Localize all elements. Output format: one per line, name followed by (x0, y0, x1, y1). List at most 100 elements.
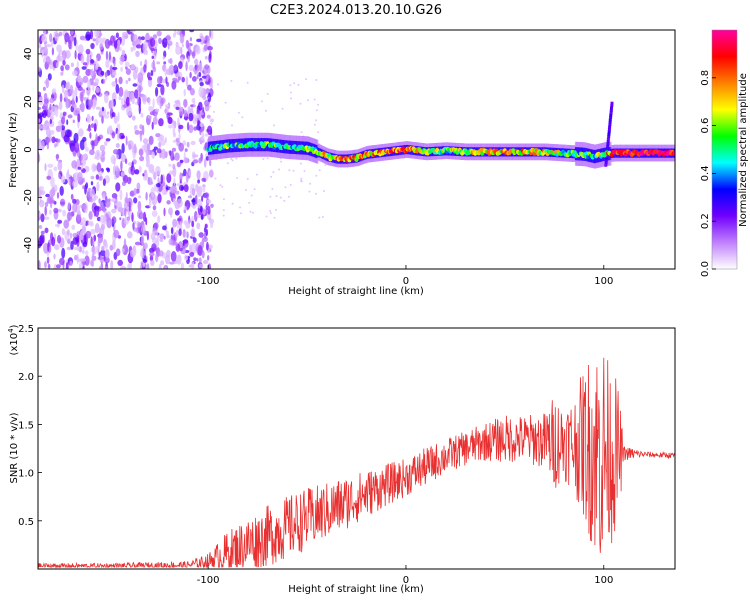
noise-blob (38, 43, 42, 49)
noise-speck (283, 199, 286, 202)
noise-speck (280, 160, 283, 163)
noise-blob (151, 169, 155, 175)
noise-blob (142, 259, 148, 263)
noise-blob (141, 124, 145, 136)
spike-cell (606, 142, 610, 146)
noise-blob (92, 38, 96, 42)
spike-cell (607, 135, 611, 139)
noise-blob (202, 185, 206, 193)
noise-blob (72, 119, 76, 124)
noise-blob (118, 76, 123, 85)
noise-blob (108, 198, 111, 202)
noise-blob (182, 230, 188, 238)
noise-blob (72, 180, 78, 188)
noise-blob (90, 68, 94, 77)
colorbar-frame (711, 29, 738, 270)
noise-blob (194, 58, 199, 66)
noise-blob (164, 190, 168, 195)
noise-blob (113, 60, 116, 67)
noise-blob (47, 263, 51, 269)
noise-blob (172, 197, 176, 205)
x-tick-label: -100 (197, 276, 220, 287)
noise-blob (117, 201, 123, 212)
noise-blob (118, 86, 124, 98)
noise-blob (199, 82, 204, 87)
colorbar: 0.0 0.2 0.4 0.6 0.8 Normalized spectral ampl… (700, 29, 749, 277)
noise-blob (63, 134, 70, 143)
noise-blob (113, 40, 118, 49)
noise-blob (82, 88, 85, 94)
noise-blob (152, 205, 157, 211)
noise-speck (246, 177, 249, 180)
noise-blob (158, 263, 162, 269)
noise-blob (69, 232, 73, 239)
noise-blob (96, 162, 102, 173)
noise-speck (269, 209, 272, 212)
noise-blob (193, 257, 197, 262)
noise-blob (183, 98, 188, 108)
noise-blob (120, 66, 123, 72)
y-tick-label: 1.0 (18, 469, 34, 480)
spike-cell (605, 154, 609, 158)
noise-blob (55, 223, 60, 227)
noise-blob (47, 242, 50, 252)
noise-blob (162, 56, 165, 60)
noise-blob (104, 114, 110, 119)
noise-blob (77, 166, 82, 170)
noise-blob (203, 227, 207, 233)
noise-blob (125, 96, 130, 107)
noise-speck (300, 179, 303, 182)
noise-blob (80, 165, 84, 170)
noise-blob (103, 93, 109, 104)
x-tick-label: 100 (594, 276, 613, 287)
noise-blob (163, 61, 167, 65)
noise-blob (58, 31, 63, 37)
noise-blob (74, 86, 78, 98)
noise-blob (60, 65, 64, 72)
noise-blob (129, 30, 136, 33)
noise-blob (57, 138, 61, 143)
noise-blob (204, 64, 210, 70)
noise-blob (136, 39, 142, 45)
noise-blob (196, 38, 202, 43)
noise-blob (206, 114, 211, 119)
noise-blob (139, 212, 144, 220)
noise-blob (160, 260, 165, 266)
noise-blob (197, 186, 202, 197)
noise-blob (196, 74, 199, 80)
noise-blob (94, 30, 100, 38)
spectrogram-x-axis-label: Height of straight line (km) (288, 286, 424, 297)
noise-blob (172, 163, 176, 170)
noise-blob (44, 261, 47, 269)
noise-blob (174, 79, 180, 83)
noise-blob (170, 251, 177, 262)
noise-blob (51, 88, 57, 94)
noise-blob (77, 113, 81, 123)
noise-blob (193, 126, 198, 131)
noise-blob (152, 116, 158, 125)
noise-blob (155, 253, 159, 263)
noise-blob (121, 97, 124, 107)
noise-speck (317, 131, 320, 134)
noise-blob (175, 242, 178, 247)
noise-speck (236, 177, 239, 179)
noise-speck (269, 195, 272, 198)
noise-blob (61, 247, 66, 259)
noise-blob (203, 158, 207, 168)
noise-blob (94, 156, 98, 160)
noise-blob (143, 64, 147, 73)
noise-blob (62, 59, 66, 66)
y-tick-label: -40 (23, 237, 34, 253)
noise-blob (49, 119, 52, 124)
noise-speck (214, 177, 217, 180)
noise-blob (174, 64, 178, 71)
noise-blob (137, 72, 144, 83)
noise-blob (50, 186, 56, 197)
noise-blob (111, 216, 117, 224)
noise-blob (196, 170, 201, 180)
noise-speck (287, 195, 290, 198)
noise-blob (97, 238, 101, 247)
noise-blob (67, 169, 70, 177)
noise-speck (273, 216, 276, 219)
noise-blob (53, 253, 56, 260)
